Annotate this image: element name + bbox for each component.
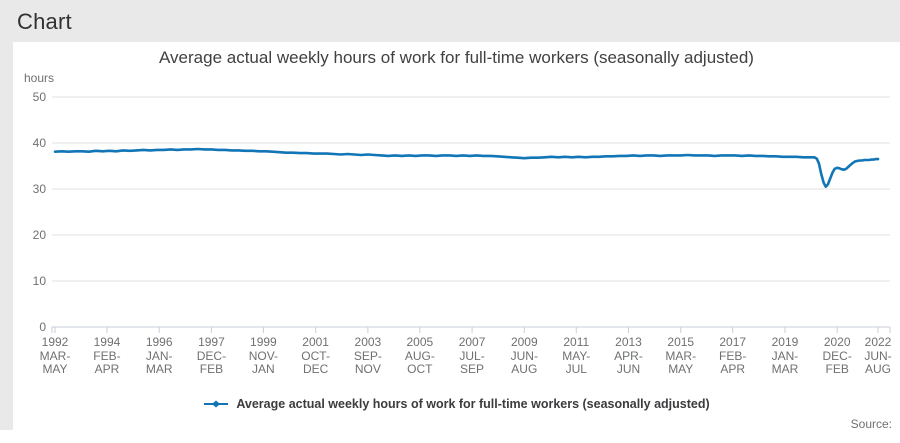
y-tick-label: 10 — [32, 274, 46, 288]
chart-title: Average actual weekly hours of work for … — [159, 48, 754, 67]
data-series-line[interactable] — [53, 147, 880, 188]
y-tick-label: 0 — [39, 320, 46, 334]
page-footer-spacer — [0, 430, 13, 443]
source-label: Source: — [850, 417, 892, 431]
page-title: Chart — [17, 9, 72, 34]
x-tick-label: 2022 JUN- AUG — [864, 335, 892, 376]
x-tick-label: 2020 DEC- FEB — [822, 335, 852, 376]
x-tick-label: 1999 NOV- JAN — [248, 335, 279, 376]
x-tick-label: 1994 FEB- APR — [93, 335, 121, 376]
x-tick-label: 1992 MAR- MAY — [39, 335, 71, 376]
x-tick-label: 2011 MAY- JUL — [562, 335, 591, 376]
x-tick-label: 2001 OCT- DEC — [301, 335, 330, 376]
x-tick-label: 2013 APR- JUN — [614, 335, 643, 376]
x-tick-label: 1997 DEC- FEB — [196, 335, 227, 376]
x-tick-label: 2017 FEB- APR — [719, 335, 747, 376]
y-tick-label: 40 — [32, 136, 46, 150]
chart-card — [13, 42, 900, 443]
x-tick-label: 2009 JUN- AUG — [510, 335, 538, 376]
x-tick-label: 2007 JUL- SEP — [458, 335, 486, 376]
x-tick-label: 2015 MAR- MAY — [665, 335, 697, 376]
x-tick-label: 1996 JAN- MAR — [145, 335, 173, 376]
x-tick-label: 2003 SEP- NOV — [353, 335, 382, 376]
legend-label: Average actual weekly hours of work for … — [236, 397, 710, 411]
chart-legend: Average actual weekly hours of work for … — [13, 397, 900, 411]
legend-item[interactable]: Average actual weekly hours of work for … — [203, 397, 710, 411]
y-tick-label: 30 — [32, 182, 46, 196]
x-tick-label: 2019 JAN- MAR — [771, 335, 799, 376]
legend-line-marker-icon — [204, 400, 229, 408]
y-axis-unit-label: hours — [24, 71, 55, 85]
y-tick-label: 20 — [32, 228, 46, 242]
x-tick-label: 2005 AUG- OCT — [404, 335, 435, 376]
y-tick-label: 50 — [32, 90, 46, 104]
